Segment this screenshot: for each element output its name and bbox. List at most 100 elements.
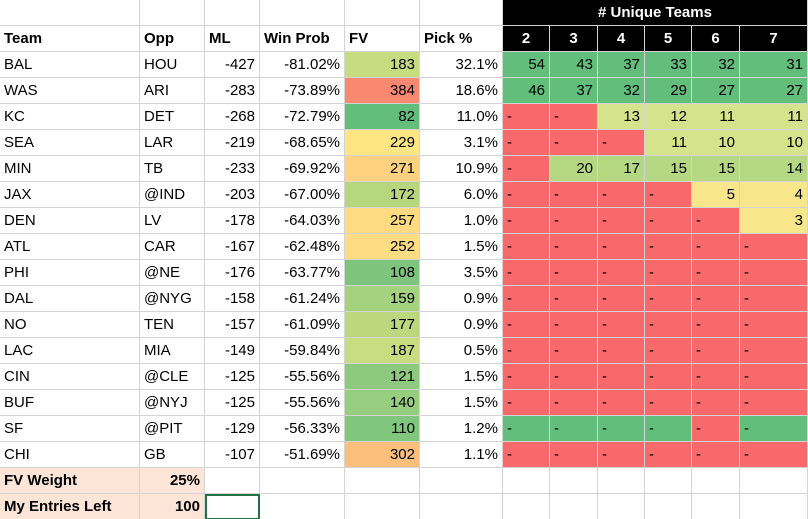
cell: -158 — [205, 286, 260, 312]
cell: MIN — [0, 156, 140, 182]
cell: TB — [140, 156, 205, 182]
column-header: FV — [345, 26, 420, 52]
unique-cell: 11 — [740, 104, 808, 130]
cell: ATL — [0, 234, 140, 260]
empty-cell — [420, 468, 503, 494]
unique-cell: - — [503, 260, 550, 286]
cell: SF — [0, 416, 140, 442]
unique-cell: - — [645, 286, 692, 312]
unique-cell: 12 — [645, 104, 692, 130]
cell: 110 — [345, 416, 420, 442]
unique-cell: - — [503, 234, 550, 260]
cell: WAS — [0, 78, 140, 104]
cell: -233 — [205, 156, 260, 182]
unique-cell: - — [598, 416, 645, 442]
cell: 18.6% — [420, 78, 503, 104]
unique-cell: - — [503, 338, 550, 364]
cell: -55.56% — [260, 390, 345, 416]
unique-cell: - — [598, 260, 645, 286]
cell: 108 — [345, 260, 420, 286]
column-header: Opp — [140, 26, 205, 52]
column-header: ML — [205, 26, 260, 52]
cell: -64.03% — [260, 208, 345, 234]
column-header: 7 — [740, 26, 808, 52]
empty-cell — [550, 468, 598, 494]
unique-cell: - — [550, 364, 598, 390]
unique-cell: - — [645, 364, 692, 390]
unique-cell: 27 — [740, 78, 808, 104]
unique-cell: - — [740, 364, 808, 390]
unique-cell: 31 — [740, 52, 808, 78]
unique-cell: - — [598, 338, 645, 364]
cell: GB — [140, 442, 205, 468]
cell: -203 — [205, 182, 260, 208]
empty-cell — [420, 494, 503, 519]
cell: CAR — [140, 234, 205, 260]
cell: 257 — [345, 208, 420, 234]
unique-cell: - — [598, 286, 645, 312]
unique-cell: - — [503, 104, 550, 130]
unique-cell: - — [692, 208, 740, 234]
cell: KC — [0, 104, 140, 130]
cell: -59.84% — [260, 338, 345, 364]
cell: -56.33% — [260, 416, 345, 442]
cell: DET — [140, 104, 205, 130]
unique-cell: - — [503, 442, 550, 468]
cell: 3.1% — [420, 130, 503, 156]
unique-cell: - — [740, 416, 808, 442]
unique-cell: 10 — [740, 130, 808, 156]
unique-cell: - — [645, 442, 692, 468]
unique-cell: 11 — [692, 104, 740, 130]
unique-cell: - — [740, 312, 808, 338]
cell: -62.48% — [260, 234, 345, 260]
cell: CHI — [0, 442, 140, 468]
empty-cell — [345, 0, 420, 26]
empty-cell — [205, 468, 260, 494]
cell: NO — [0, 312, 140, 338]
unique-cell: - — [598, 234, 645, 260]
unique-cell: - — [692, 364, 740, 390]
unique-cell: - — [503, 364, 550, 390]
cell: 1.5% — [420, 234, 503, 260]
cell: DEN — [0, 208, 140, 234]
cell: 159 — [345, 286, 420, 312]
cell: -178 — [205, 208, 260, 234]
cell: CIN — [0, 364, 140, 390]
unique-cell: - — [550, 104, 598, 130]
unique-cell: 11 — [645, 130, 692, 156]
unique-cell: - — [503, 130, 550, 156]
cell: 271 — [345, 156, 420, 182]
cell: HOU — [140, 52, 205, 78]
cell: -157 — [205, 312, 260, 338]
unique-cell: - — [550, 416, 598, 442]
cell: @IND — [140, 182, 205, 208]
unique-cell: - — [550, 390, 598, 416]
unique-cell: - — [740, 286, 808, 312]
cell: -107 — [205, 442, 260, 468]
footer-value: 100 — [140, 494, 205, 519]
unique-cell: - — [503, 182, 550, 208]
column-header: Team — [0, 26, 140, 52]
unique-cell: - — [740, 390, 808, 416]
unique-cell: - — [550, 442, 598, 468]
cell: -61.24% — [260, 286, 345, 312]
cell: MIA — [140, 338, 205, 364]
unique-cell: - — [645, 312, 692, 338]
cell: @NYG — [140, 286, 205, 312]
cell: 302 — [345, 442, 420, 468]
unique-cell: - — [692, 234, 740, 260]
cell: 252 — [345, 234, 420, 260]
cell: BUF — [0, 390, 140, 416]
cell: PHI — [0, 260, 140, 286]
unique-cell: 13 — [598, 104, 645, 130]
unique-cell: 15 — [692, 156, 740, 182]
cell: -268 — [205, 104, 260, 130]
unique-cell: - — [550, 338, 598, 364]
empty-cell — [205, 0, 260, 26]
cell: 3.5% — [420, 260, 503, 286]
empty-cell — [345, 494, 420, 519]
unique-cell: - — [550, 182, 598, 208]
unique-cell: 15 — [645, 156, 692, 182]
cell: 1.5% — [420, 364, 503, 390]
